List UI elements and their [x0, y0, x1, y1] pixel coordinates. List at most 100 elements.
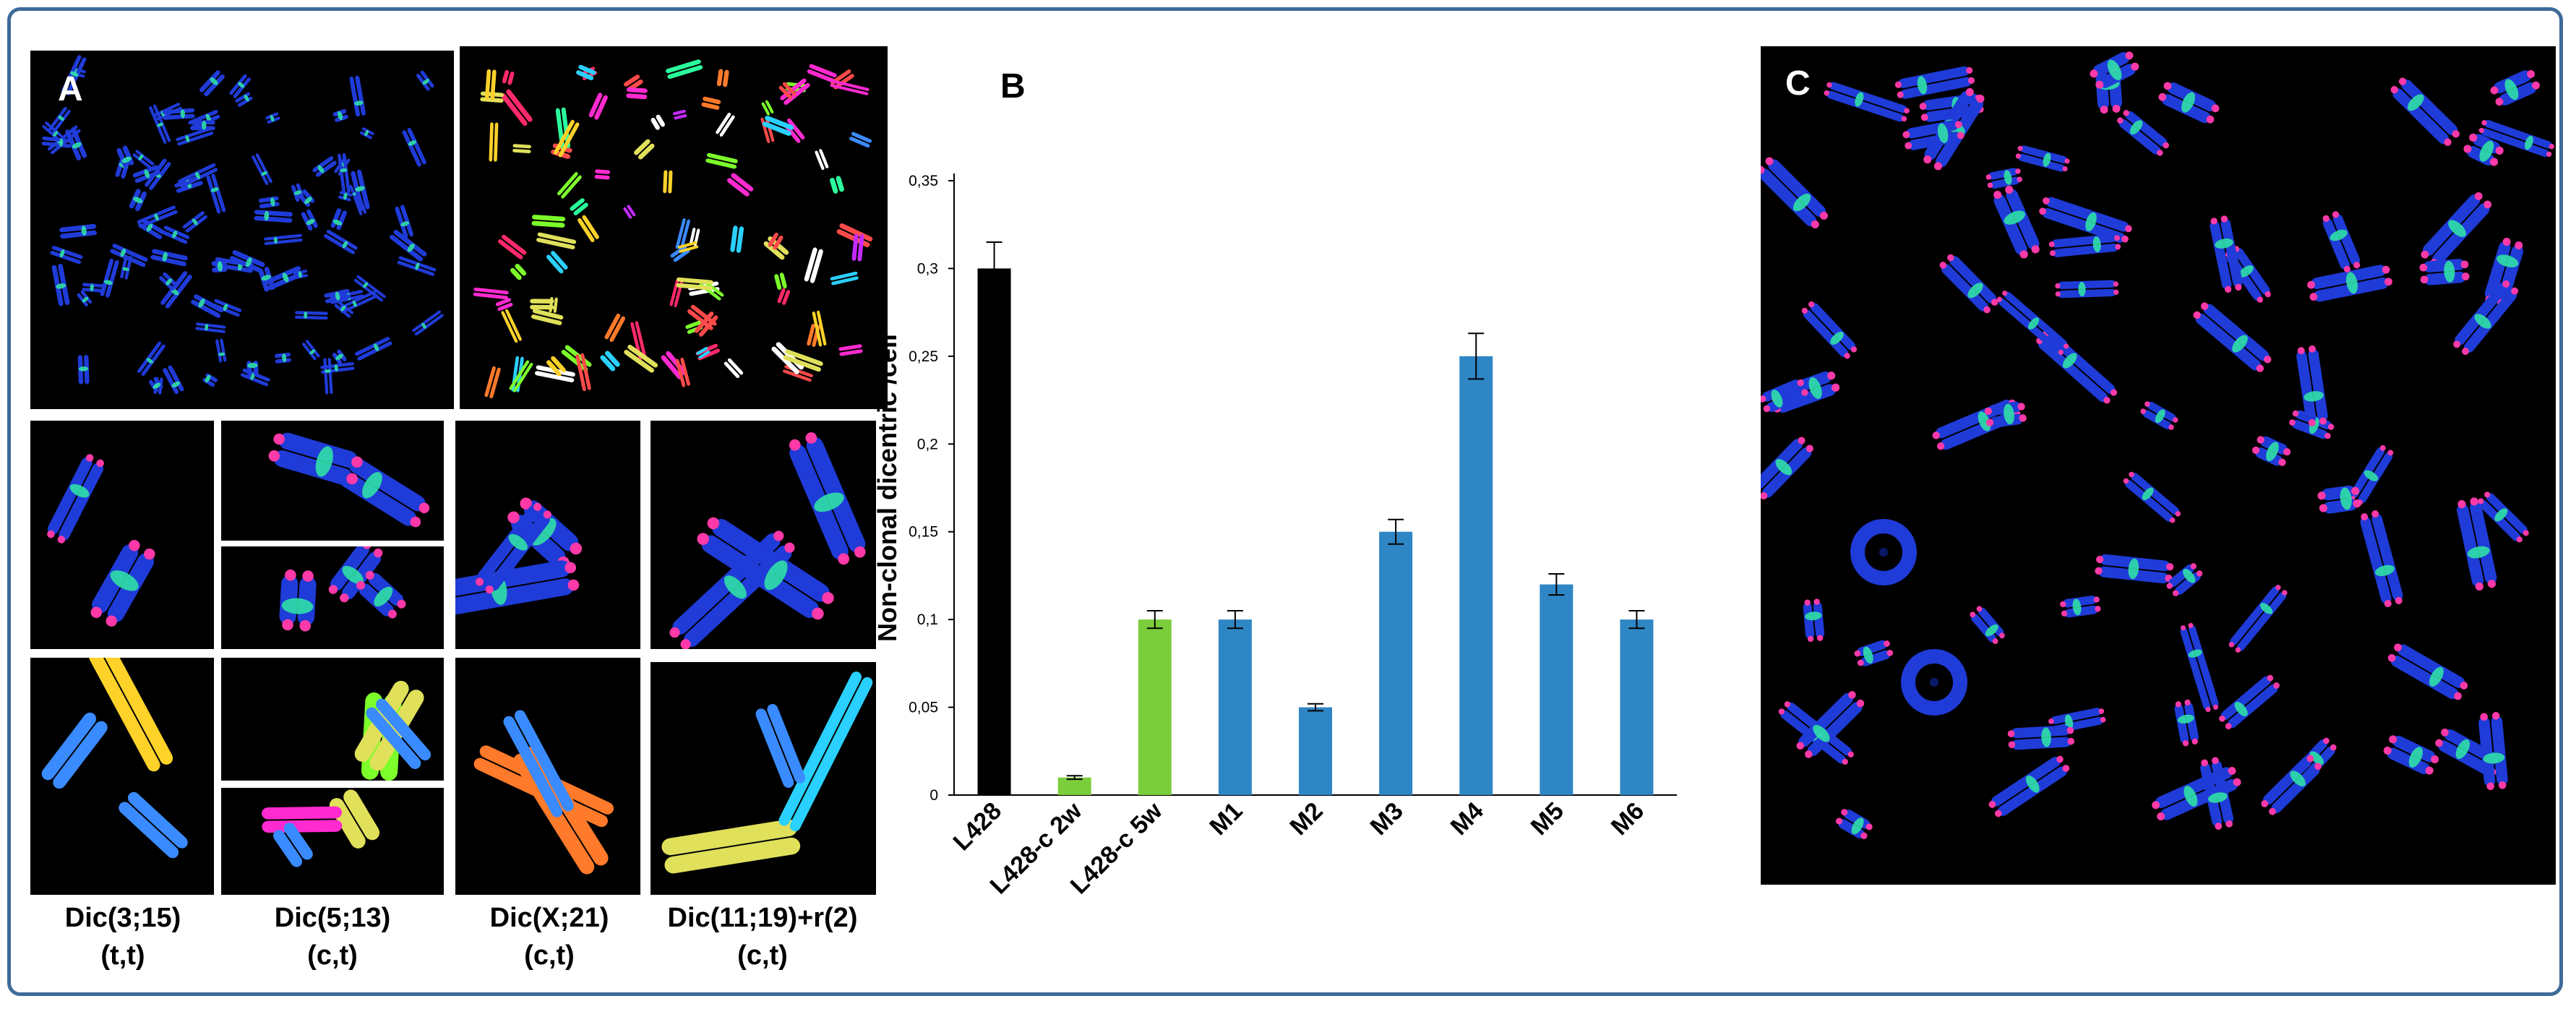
caption-line1: Dic(11;19)+r(2) [667, 903, 858, 933]
chromosome [2228, 585, 2288, 653]
chromosome [600, 351, 620, 372]
chromosome [294, 311, 328, 320]
chromosome [755, 704, 806, 789]
chromosome [510, 263, 527, 280]
chromosome [159, 272, 179, 291]
chromosome [47, 454, 104, 544]
chromosome [830, 176, 844, 194]
chromosome [100, 258, 119, 298]
chromosome [353, 275, 386, 302]
chromosome [2060, 595, 2101, 618]
chromosome [575, 353, 591, 392]
bar [1379, 531, 1413, 795]
crop-dic-5-13-fish-top [221, 421, 444, 541]
panel-c-letter: C [1785, 64, 1811, 103]
chromosome [512, 144, 531, 153]
y-tick-label: 0 [929, 787, 938, 804]
x-category-label: M1 [1204, 797, 1248, 841]
chromosome [1801, 301, 1858, 359]
chromosome [546, 356, 566, 377]
chromosome [252, 153, 272, 186]
chromosome [82, 283, 105, 293]
crop-dic-5-13-mfish-bottom [221, 788, 444, 895]
chromosome [484, 69, 497, 100]
chromosome [716, 112, 735, 137]
chromosome [774, 272, 787, 291]
chromosome [778, 671, 873, 832]
chromosome [149, 104, 171, 144]
chromosome [570, 198, 588, 215]
chromosome [2261, 755, 2322, 815]
bar [977, 268, 1011, 795]
y-tick-label: 0,1 [917, 611, 938, 628]
error-bar [1066, 775, 1083, 781]
chromosome [258, 196, 280, 209]
chromosome [324, 288, 351, 304]
ring-chromosome [1901, 649, 1967, 716]
chromosome [2349, 445, 2394, 506]
panel-a-letter: A [58, 70, 83, 108]
chromosome [2140, 401, 2178, 430]
chromosome [2421, 192, 2492, 267]
chromosome [59, 223, 97, 239]
chromosome [262, 806, 343, 833]
chromosome [1902, 120, 1965, 150]
chromosome [2457, 497, 2497, 591]
panel-c-metaphase-telomere-centromere: C [1761, 46, 2556, 885]
chromosome [293, 270, 309, 280]
chromosome [330, 208, 347, 231]
chromosome [2048, 233, 2121, 257]
chromosome [268, 432, 363, 486]
chromosome [202, 373, 218, 387]
chromosome [730, 226, 744, 253]
chromosome [89, 658, 173, 772]
chromosome [2322, 211, 2361, 272]
chromosome [768, 232, 783, 250]
chromosome [2210, 215, 2243, 293]
chromosome [815, 149, 829, 171]
chromosome [509, 360, 533, 392]
chromosome [697, 517, 834, 620]
chromosome [2193, 302, 2272, 372]
chromosome [51, 264, 70, 306]
chromosome [132, 150, 155, 169]
chromosome [2307, 265, 2392, 302]
chromosome [359, 127, 374, 139]
chromosome [501, 89, 533, 126]
chromosome [594, 169, 611, 180]
chromosome [549, 296, 558, 313]
error-bar [986, 241, 1003, 296]
chromosome [498, 234, 527, 259]
chromosome [530, 299, 554, 310]
bar-chart: 0 0,05 0,1 0,15 0,2 0,25 0,3 0,35 Non-clonal dic… [872, 173, 1677, 900]
crop-dic-5-13-fish-bottom [221, 546, 444, 649]
chromosome [1803, 598, 1825, 643]
chromosome [323, 358, 333, 395]
chromosome [291, 183, 304, 202]
chromosome [670, 244, 690, 262]
chromosome [329, 789, 380, 849]
chromosome [2039, 197, 2132, 243]
chromosome [546, 251, 568, 274]
chromosome [2360, 510, 2403, 608]
chromosome [455, 560, 580, 617]
chromosome [1894, 66, 1975, 99]
x-category-label: M5 [1526, 797, 1569, 841]
chromosome [351, 169, 370, 211]
chromosome [2007, 725, 2075, 750]
chromosome [48, 107, 71, 134]
chromosome [2251, 436, 2291, 466]
chromosome [116, 145, 134, 168]
crop-dic-3-15-mfish [30, 658, 214, 895]
chromosome [2117, 110, 2169, 156]
bar [1459, 356, 1493, 795]
chromosome [676, 277, 713, 291]
chromosome [724, 358, 744, 379]
chromosome [301, 209, 318, 231]
chromosome [2296, 345, 2328, 426]
y-tick-label: 0,25 [909, 348, 938, 365]
panel-a-metaphase-dapi: A [30, 51, 454, 409]
chromosome [838, 344, 863, 356]
chromosome [163, 365, 184, 395]
chromosome [2055, 280, 2119, 299]
